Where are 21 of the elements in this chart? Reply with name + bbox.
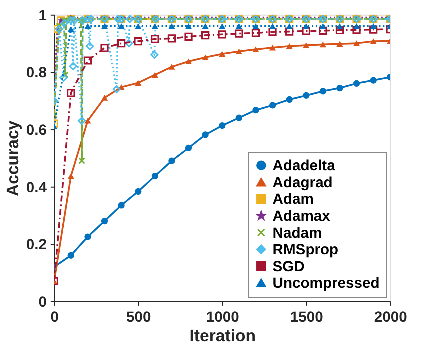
legend-label: Nadam xyxy=(272,226,322,242)
legend-label: Adamax xyxy=(272,208,332,225)
legend-label: Adam xyxy=(272,192,314,208)
legend-label: Adagrad xyxy=(272,175,333,192)
x-tick-label: 1500 xyxy=(290,310,324,326)
legend-label: Adadelta xyxy=(272,158,336,175)
x-tick-label: 2000 xyxy=(374,310,408,326)
x-tick-label: 0 xyxy=(50,310,59,326)
x-tick-label: 500 xyxy=(126,310,152,326)
y-tick-label: 0 xyxy=(38,294,47,311)
y-tick-label: 0.8 xyxy=(26,66,47,82)
y-tick-label: 0.2 xyxy=(26,238,47,254)
y-tick-label: 1 xyxy=(38,8,47,24)
y-axis-title: Accuracy xyxy=(3,120,22,197)
x-tick-label: 1000 xyxy=(206,310,240,326)
legend-label: Uncompressed xyxy=(272,276,380,292)
x-axis-title: Iteration xyxy=(190,326,256,346)
legend-label: SGD xyxy=(272,259,306,276)
y-tick-label: 0.6 xyxy=(26,122,47,139)
y-tick-label: 0.4 xyxy=(26,180,48,196)
legend-label: RMSprop xyxy=(272,242,339,259)
